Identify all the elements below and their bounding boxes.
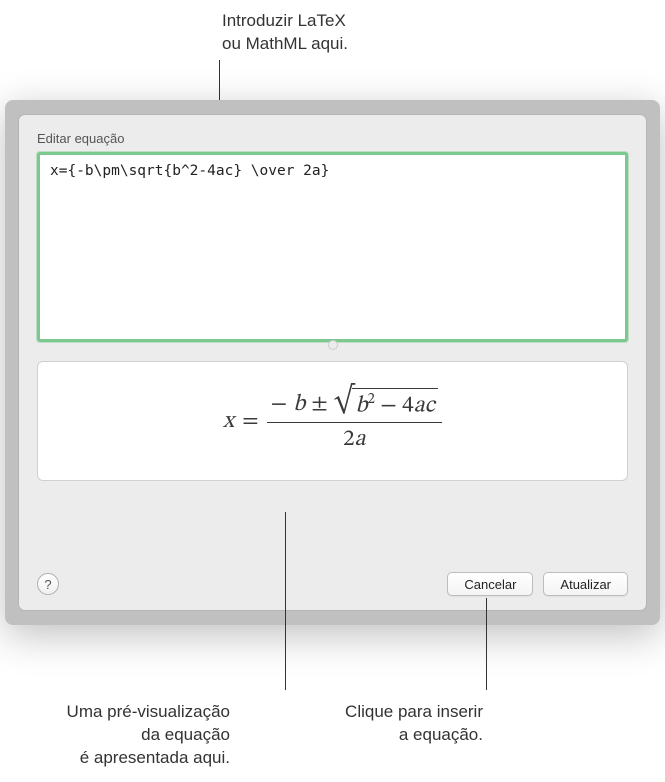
callout-bottom-left-text: Uma pré-visualização da equação é aprese… [67, 702, 230, 767]
help-button[interactable]: ? [37, 573, 59, 595]
callout-top-text: Introduzir LaTeX ou MathML aqui. [222, 11, 348, 53]
callout-line-bottom-left [285, 512, 286, 690]
equation-preview: x = −b ± √ b2 − 4ac 2a [37, 361, 628, 481]
eq-equals: = [242, 407, 259, 436]
callout-bottom-right: Clique para inserir a equação. [283, 701, 483, 747]
eq-minus: − [271, 390, 288, 419]
callout-line-bottom-right [486, 598, 487, 690]
sqrt-icon: √ [334, 388, 355, 421]
eq-fraction: −b ± √ b2 − 4ac 2a [267, 388, 442, 455]
eq-den-a: a [354, 428, 365, 451]
eq-sqrt-minus4: − 4 [380, 394, 413, 417]
eq-den-2: 2 [343, 428, 354, 451]
update-button[interactable]: Atualizar [543, 572, 628, 596]
eq-numerator: −b ± √ b2 − 4ac [267, 388, 442, 424]
callout-top: Introduzir LaTeX ou MathML aqui. [222, 10, 348, 56]
eq-sqrt-exp: 2 [367, 392, 374, 407]
eq-sqrt: √ b2 − 4ac [334, 388, 438, 421]
cancel-button[interactable]: Cancelar [447, 572, 533, 596]
eq-sqrt-body: b2 − 4ac [352, 388, 438, 421]
rendered-equation: x = −b ± √ b2 − 4ac 2a [223, 388, 442, 455]
help-icon: ? [44, 577, 51, 592]
eq-sqrt-a: a [414, 394, 425, 417]
equation-input[interactable] [37, 152, 628, 342]
dialog-title: Editar equação [37, 131, 628, 146]
callout-bottom-left: Uma pré-visualização da equação é aprese… [0, 701, 230, 770]
resize-notch-icon[interactable] [328, 340, 338, 350]
eq-b: b [293, 390, 305, 419]
eq-lhs: x [223, 407, 234, 436]
edit-equation-dialog: Editar equação x = −b ± √ b2 − 4ac [18, 114, 647, 611]
eq-denominator: 2a [343, 423, 365, 454]
eq-sqrt-b: b [355, 394, 367, 417]
eq-pm: ± [311, 390, 328, 419]
eq-sqrt-c: c [425, 394, 435, 417]
dialog-button-row: ? Cancelar Atualizar [37, 572, 628, 596]
callout-bottom-right-text: Clique para inserir a equação. [345, 702, 483, 744]
